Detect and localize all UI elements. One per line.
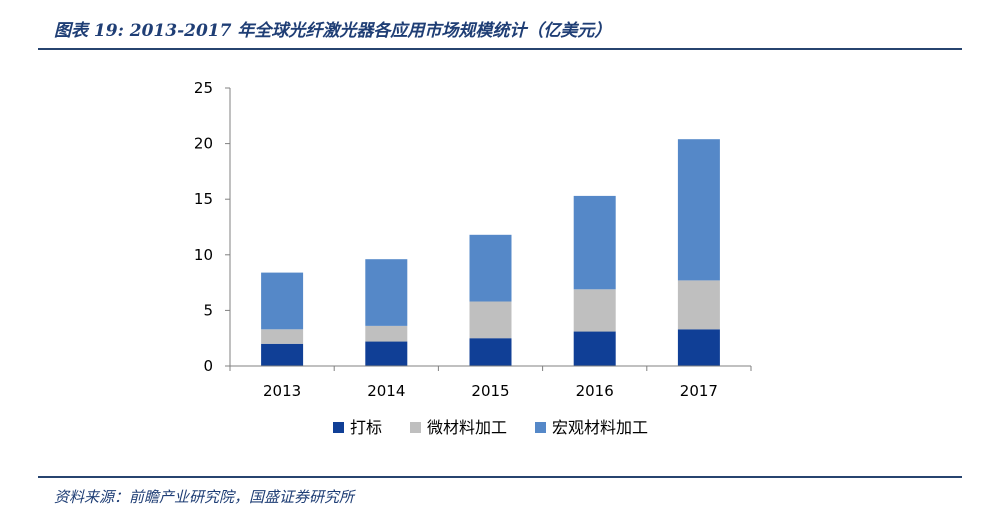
bar-2016-series-1	[573, 289, 616, 332]
chart-title: 图表 19: 2013-2017 年全球光纤激光器各应用市场规模统计（亿美元）	[54, 21, 612, 41]
bar-2016-series-0	[573, 331, 616, 366]
y-tick-label: 15	[194, 190, 213, 208]
bar-2015-series-0	[469, 338, 512, 366]
x-tick-label: 2014	[367, 382, 405, 400]
bar-2013-series-0	[261, 343, 304, 366]
y-tick-label: 20	[194, 135, 213, 153]
bar-2013-series-2	[261, 272, 304, 330]
bar-2017-series-1	[677, 280, 720, 330]
legend-label: 微材料加工	[427, 418, 507, 437]
bar-2016-series-2	[573, 195, 616, 290]
legend-swatch	[535, 422, 546, 433]
y-tick-label: 0	[203, 357, 213, 375]
legend-swatch	[333, 422, 344, 433]
axes-group: 0 5 10 15 20 25 2013 2014 2015 2016 2017	[194, 79, 752, 400]
bar-2015-series-1	[469, 301, 512, 339]
footer-rule	[38, 476, 962, 478]
x-tick-label: 2015	[471, 382, 509, 400]
y-tick-label: 10	[194, 246, 213, 264]
y-tick-label: 5	[203, 301, 213, 319]
bar-2015-series-2	[469, 234, 512, 302]
x-tick-label: 2016	[576, 382, 614, 400]
legend-label: 打标	[350, 418, 382, 437]
bar-2013-series-1	[261, 329, 304, 344]
header-rule	[38, 48, 962, 50]
y-tick-label: 25	[194, 79, 213, 97]
legend-item: 打标	[333, 418, 382, 437]
bar-2014-series-1	[365, 326, 408, 342]
x-tick-label: 2017	[680, 382, 718, 400]
bars-group	[261, 139, 720, 366]
legend-label: 宏观材料加工	[552, 418, 648, 437]
legend-item: 微材料加工	[410, 418, 507, 437]
bar-2014-series-2	[365, 259, 408, 326]
x-tick-label: 2013	[263, 382, 301, 400]
legend: 打标 微材料加工 宏观材料加工	[333, 418, 648, 437]
bar-2017-series-0	[677, 329, 720, 366]
bar-2014-series-0	[365, 341, 408, 366]
bar-2017-series-2	[677, 139, 720, 281]
source-note: 资料来源：前瞻产业研究院，国盛证券研究所	[54, 488, 355, 506]
legend-item: 宏观材料加工	[535, 418, 648, 437]
legend-swatch	[410, 422, 421, 433]
